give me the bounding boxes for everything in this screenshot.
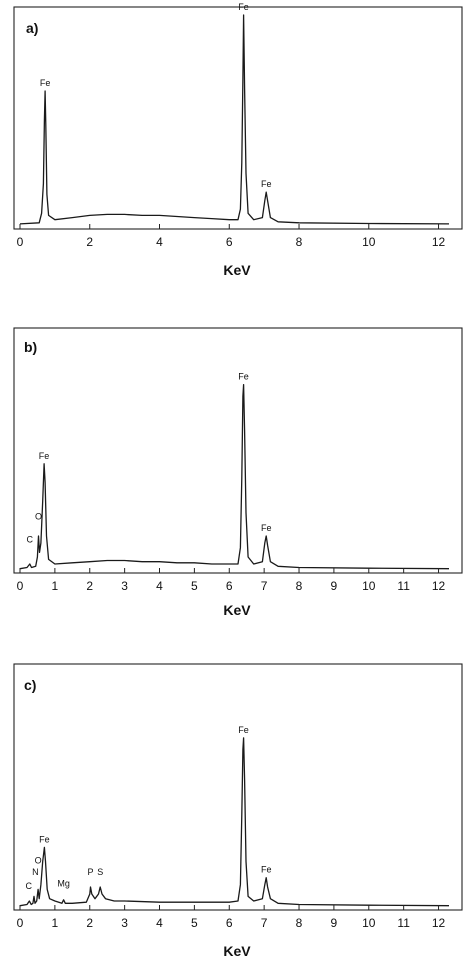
panel-b-tick-label: 12 bbox=[432, 579, 446, 593]
panel-a-label: a) bbox=[26, 20, 38, 36]
panel-b-peak-label: C bbox=[27, 535, 34, 545]
panel-c-peak-label: P bbox=[87, 867, 93, 877]
panel-c-tick-label: 9 bbox=[331, 916, 338, 930]
panel-a-plot: 0 2 4 6 8 10 12 Fe Fe Fe bbox=[17, 2, 450, 249]
panel-c-peak-label: O bbox=[35, 855, 42, 865]
panel-a-tick-label: 12 bbox=[432, 235, 446, 249]
panel-c: c) KeV bbox=[13, 663, 463, 959]
panel-a-tick-label: 4 bbox=[156, 235, 163, 249]
panel-b-tick-label: 3 bbox=[121, 579, 128, 593]
panel-a-frame bbox=[13, 6, 463, 230]
panel-b-peak-label: O bbox=[35, 511, 42, 521]
panel-c-tick-label: 11 bbox=[397, 916, 410, 930]
panel-c-tick-label: 10 bbox=[362, 916, 376, 930]
panel-a-tick-label: 6 bbox=[226, 235, 233, 249]
panel-c-tick-label: 7 bbox=[261, 916, 268, 930]
panel-c-frame bbox=[13, 663, 463, 911]
panel-b-tick-label: 4 bbox=[156, 579, 163, 593]
panel-c-peak-label: N bbox=[32, 867, 39, 877]
panel-a-peak-label: Fe bbox=[40, 78, 51, 88]
panel-b-spectrum-line bbox=[19, 383, 450, 570]
panel-a-tick-label: 8 bbox=[296, 235, 303, 249]
panel-c-spectrum-line bbox=[19, 737, 450, 907]
panel-c-tick-label: 3 bbox=[121, 916, 128, 930]
panel-b-label: b) bbox=[24, 339, 37, 355]
panel-c-peak-label: Mg bbox=[57, 879, 70, 889]
panel-c-label: c) bbox=[24, 677, 36, 693]
panel-a-tick-label: 2 bbox=[86, 235, 93, 249]
panel-c-tick-label: 8 bbox=[296, 916, 303, 930]
panel-c-peak-label: Fe bbox=[39, 834, 50, 844]
panel-c-peak-label: Fe bbox=[261, 865, 272, 875]
panel-c-peak-label: C bbox=[25, 881, 32, 891]
panel-a-spectrum-line bbox=[19, 14, 450, 225]
panel-b-tick-label: 5 bbox=[191, 579, 198, 593]
panel-b-tick-label: 11 bbox=[397, 579, 410, 593]
panel-a-tick-label: 0 bbox=[17, 235, 24, 249]
panel-c-tick-label: 12 bbox=[432, 916, 446, 930]
panel-b-tick-label: 9 bbox=[331, 579, 338, 593]
panel-c-tick-label: 5 bbox=[191, 916, 198, 930]
panel-c-tick-label: 1 bbox=[52, 916, 59, 930]
panel-b-tick-label: 6 bbox=[226, 579, 233, 593]
panel-c-peak-label: S bbox=[97, 867, 103, 877]
panel-b-peak-label: Fe bbox=[261, 523, 272, 533]
panel-b: b) KeV bbox=[13, 327, 463, 618]
panel-a-tick-label: 10 bbox=[362, 235, 376, 249]
panel-c-tick-label: 6 bbox=[226, 916, 233, 930]
panel-b-frame bbox=[13, 327, 463, 574]
panel-c-xlabel: KeV bbox=[223, 943, 251, 959]
panel-b-tick-label: 0 bbox=[17, 579, 24, 593]
panel-c-tick-label: 2 bbox=[86, 916, 93, 930]
panel-a-peak-label: Fe bbox=[238, 2, 249, 12]
panel-c-peak-label: Fe bbox=[238, 725, 249, 735]
panel-c-tick-label: 4 bbox=[156, 916, 163, 930]
panel-a-peak-label: Fe bbox=[261, 179, 272, 189]
panel-b-tick-label: 8 bbox=[296, 579, 303, 593]
panel-b-tick-label: 2 bbox=[86, 579, 93, 593]
panel-b-tick-label: 10 bbox=[362, 579, 376, 593]
panel-b-peak-label: Fe bbox=[238, 372, 249, 382]
panel-a: a) KeV bbox=[13, 6, 463, 278]
panel-b-xlabel: KeV bbox=[223, 602, 251, 618]
panel-a-xlabel: KeV bbox=[223, 262, 251, 278]
panel-c-tick-label: 0 bbox=[17, 916, 24, 930]
panel-b-peak-label: Fe bbox=[39, 451, 50, 461]
panel-b-tick-label: 7 bbox=[261, 579, 268, 593]
panel-b-tick-label: 1 bbox=[52, 579, 59, 593]
